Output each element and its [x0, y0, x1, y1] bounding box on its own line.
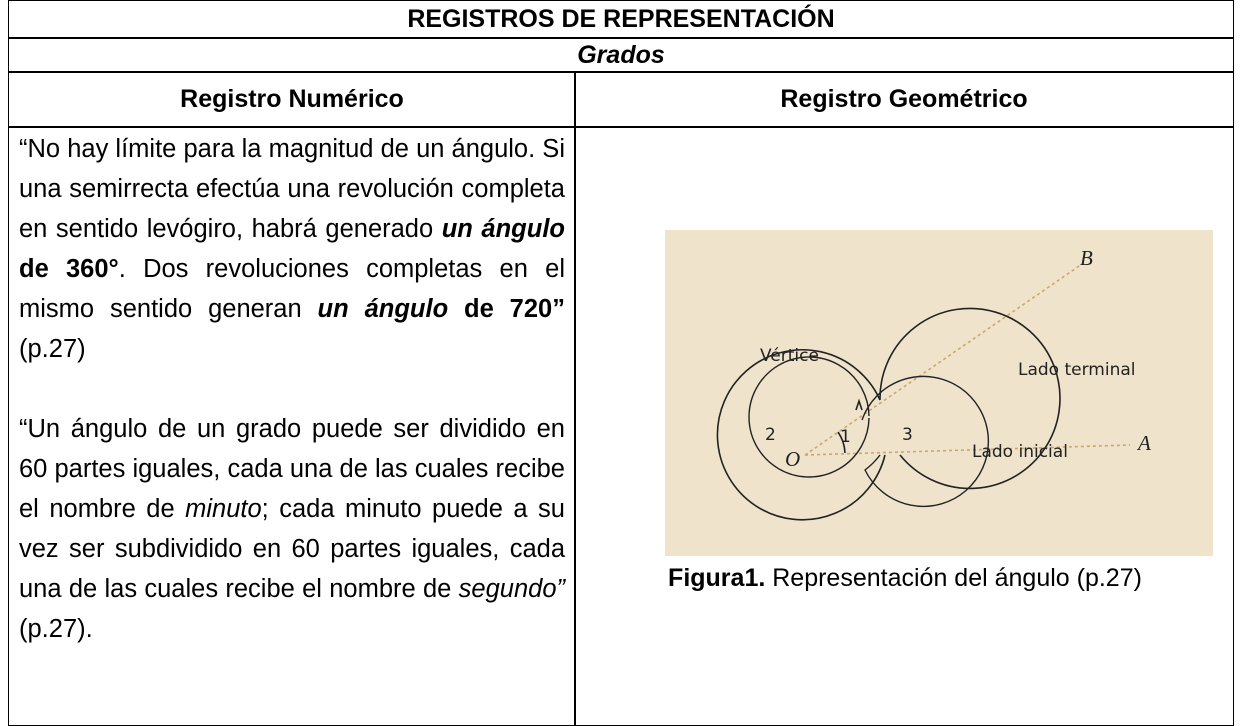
subtitle: Grados [577, 40, 665, 69]
arc-3 [716, 307, 1061, 521]
paragraph: “No hay límite para la magnitud de un án… [19, 129, 565, 369]
arrow [855, 398, 863, 411]
paragraph: “Un ángulo de un grado puede ser dividid… [19, 409, 565, 649]
header-cell: Registro Numérico [8, 71, 576, 128]
terminal-side [804, 261, 1086, 456]
figure-background [665, 230, 1213, 556]
figure-label: O [785, 447, 800, 471]
figure-label: Lado terminal [1018, 360, 1136, 380]
run: de 360° [19, 255, 119, 283]
run: “Un ángulo de un grado puede ser dividid… [19, 415, 565, 523]
caption-label: Figura1. [668, 564, 766, 592]
run: (p.27) [19, 335, 86, 363]
figure-label: B [1080, 246, 1093, 270]
run: minuto [185, 495, 262, 523]
figure: B Lado terminal Vértice 2 1 3 O Lado ini… [665, 230, 1213, 556]
figure-label: A [1136, 431, 1151, 455]
run: “No hay límite para la magnitud de un án… [19, 135, 565, 243]
caption-text: Representación del ángulo (p.27) [765, 564, 1142, 592]
run: . Dos revoluciones completas en el mismo… [19, 255, 565, 323]
page: REGISTROS DE REPRESENTACIÓN Grados Regis… [8, 0, 1234, 726]
header: Registro Numérico [180, 85, 404, 113]
header-cell: Registro Geométrico [574, 71, 1234, 128]
subtitle-cell: Grados [8, 37, 1234, 73]
run: un ángulo [441, 215, 565, 243]
figure-caption: Figura1. Representación del ángulo (p.27… [640, 560, 1170, 596]
title-cell: REGISTROS DE REPRESENTACIÓN [8, 0, 1234, 39]
run: segundo” [458, 575, 565, 603]
run: ; cada minuto puede a su vez ser subdivi… [19, 495, 565, 603]
arc-2 [748, 356, 990, 508]
run: de 720” [448, 295, 565, 323]
run: (p.27). [19, 615, 93, 643]
header: Registro Geométrico [780, 85, 1028, 113]
initial-side [804, 444, 1131, 456]
figure-drawing [716, 261, 1131, 521]
figure-label: 1 [840, 427, 851, 447]
left-cell: “No hay límite para la magnitud de un án… [8, 126, 576, 726]
run: un ángulo [317, 295, 449, 323]
arc-1 [837, 431, 846, 454]
title: REGISTROS DE REPRESENTACIÓN [407, 5, 835, 33]
figure-label: 3 [902, 425, 913, 445]
figure-label: 2 [765, 425, 776, 445]
figure-label: Lado inicial [972, 442, 1068, 462]
figure-label: Vértice [760, 346, 819, 366]
